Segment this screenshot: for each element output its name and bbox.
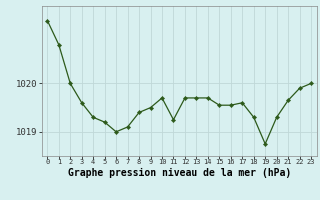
X-axis label: Graphe pression niveau de la mer (hPa): Graphe pression niveau de la mer (hPa) [68,168,291,178]
